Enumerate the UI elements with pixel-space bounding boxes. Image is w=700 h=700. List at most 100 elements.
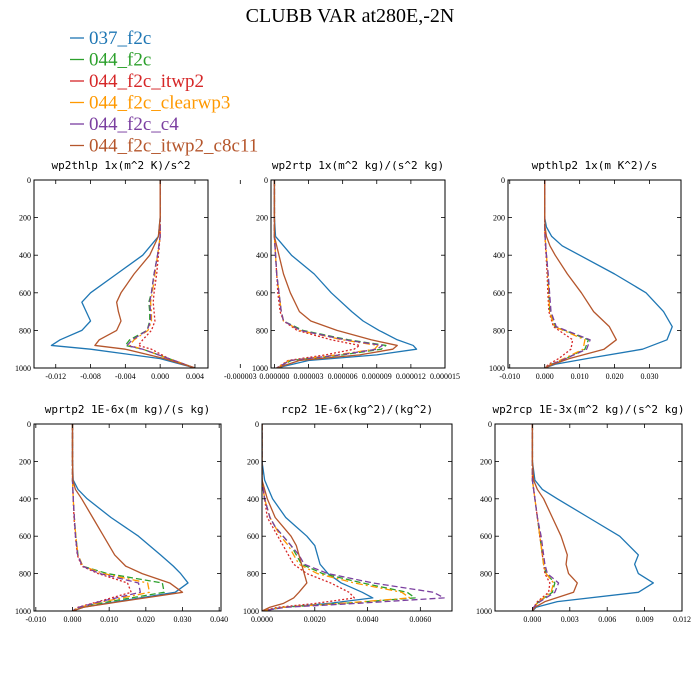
panels: wp2thlp 1x(m^2 K)/s^202004006008001000-0…	[15, 159, 691, 624]
series-line	[262, 424, 374, 611]
chart-panel: wp2thlp 1x(m^2 K)/s^2 0 200 400 600 800 1000 -0…	[15, 159, 209, 381]
y-tick-label: 800	[19, 570, 31, 579]
plot-frame	[33, 179, 209, 369]
series-line	[273, 180, 379, 368]
x-tick-label: 0.0000	[251, 615, 273, 624]
y-tick-label: 400	[493, 251, 505, 260]
series-line	[544, 180, 586, 368]
panel-title: wp2rtp 1x(m^2 kg)/(s^2 kg)	[272, 159, 444, 172]
legend-label: 044_f2c_c4	[89, 114, 179, 135]
series-line	[544, 180, 591, 368]
series-line	[544, 180, 590, 368]
y-tick-label: 800	[480, 570, 492, 579]
series-line	[50, 180, 196, 368]
x-tick-label: 0.000006	[328, 372, 358, 381]
series-line	[137, 180, 196, 368]
x-tick-label: -0.010	[25, 615, 46, 624]
panel-title: rcp2 1E-6x(kg^2)/(kg^2)	[281, 403, 433, 416]
y-tick-label: 0	[264, 176, 268, 185]
x-tick-label: 0.000003	[294, 372, 324, 381]
series-line	[531, 424, 551, 611]
x-tick-label: 0.003	[561, 615, 579, 624]
series-line	[71, 424, 132, 611]
x-tick-label: 0.0060	[409, 615, 431, 624]
legend-label: 044_f2c_itwp2_c8c11	[89, 136, 258, 157]
legend-label: 037_f2c	[89, 28, 151, 49]
y-tick-label: 1000	[476, 607, 492, 616]
x-tick-label: 0.000	[151, 372, 169, 381]
x-tick-label: -0.000003	[224, 372, 257, 381]
y-tick-label: 200	[480, 457, 492, 466]
chart-panel: wpthlp2 1x(m K^2)/s 0 200 400 600 800 1000-0.0…	[489, 159, 682, 381]
legend: 037_f2c044_f2c044_f2c_itwp2044_f2c_clear…	[70, 28, 258, 157]
series-line	[531, 424, 654, 611]
x-tick-label: 0.040	[210, 615, 228, 624]
x-tick-label: -0.012	[45, 372, 66, 381]
y-tick-label: 800	[256, 326, 268, 335]
x-tick-label: -0.004	[115, 372, 136, 381]
plot-frame	[33, 423, 222, 612]
y-tick-label: 200	[19, 214, 31, 223]
chart-title: CLUBB VAR at280E,-2N	[246, 5, 455, 27]
series-line	[262, 424, 411, 611]
series-line	[71, 424, 141, 611]
y-tick-label: 600	[256, 289, 268, 298]
panel-title: wpthlp2 1x(m K^2)/s	[532, 159, 658, 172]
series-line	[71, 424, 165, 611]
y-tick-label: 400	[19, 251, 31, 260]
x-tick-label: 0.004	[186, 372, 204, 381]
y-tick-label: 0	[255, 420, 259, 429]
series-line	[544, 180, 617, 368]
y-tick-label: 0	[27, 420, 31, 429]
y-tick-label: 0	[488, 420, 492, 429]
legend-label: 044_f2c_itwp2	[89, 71, 204, 92]
x-tick-label: 0.000	[64, 615, 82, 624]
x-tick-label: 0.009	[636, 615, 654, 624]
y-tick-label: 1000	[243, 607, 259, 616]
chart-panel: wp2rtp 1x(m^2 kg)/(s^2 kg) 0 200 400 600 800 1…	[224, 159, 460, 381]
x-tick-label: 0.000015	[430, 372, 460, 381]
y-tick-label: 400	[19, 495, 31, 504]
y-tick-label: 600	[19, 532, 31, 541]
y-tick-label: 200	[493, 214, 505, 223]
y-tick-label: 600	[480, 532, 492, 541]
y-tick-label: 400	[480, 495, 492, 504]
y-tick-label: 0	[501, 176, 505, 185]
y-tick-label: 1000	[15, 364, 31, 373]
x-tick-label: 0.010	[100, 615, 118, 624]
chart-panel: wp2rcp 1E-3x(m^2 kg)/(s^2 kg)0 200 400 600 8…	[476, 403, 691, 624]
x-tick-label: 0.000000	[259, 372, 289, 381]
plot-frame	[507, 179, 682, 369]
y-tick-label: 200	[19, 457, 31, 466]
x-tick-label: 0.006	[598, 615, 616, 624]
y-tick-label: 200	[256, 214, 268, 223]
x-tick-label: -0.010	[499, 372, 520, 381]
series-line	[273, 180, 384, 368]
y-tick-label: 400	[247, 495, 259, 504]
plot-frame	[270, 179, 446, 369]
panel-title: wp2rcp 1E-3x(m^2 kg)/(s^2 kg)	[492, 403, 684, 416]
x-tick-label: 0.030	[174, 615, 192, 624]
x-tick-label: 0.030	[641, 372, 659, 381]
x-tick-label: 0.000	[536, 372, 554, 381]
y-tick-label: 800	[493, 326, 505, 335]
x-tick-label: 0.012	[673, 615, 691, 624]
plot-frame	[494, 423, 683, 612]
x-tick-label: 0.0020	[304, 615, 326, 624]
chart-panel: wprtp2 1E-6x(m kg)/(s kg) 0 200 400 600 800 10…	[15, 403, 228, 624]
series-line	[262, 424, 308, 611]
series-line	[126, 180, 196, 368]
y-tick-label: 800	[19, 326, 31, 335]
panel-title: wp2thlp 1x(m^2 K)/s^2	[51, 159, 190, 172]
series-line	[544, 180, 574, 368]
series-line	[544, 180, 673, 368]
series-line	[94, 180, 196, 368]
y-tick-label: 1000	[15, 607, 31, 616]
x-tick-label: 0.020	[606, 372, 624, 381]
y-tick-label: 0	[27, 176, 31, 185]
x-tick-label: 0.0040	[357, 615, 379, 624]
series-line	[531, 424, 578, 611]
y-tick-label: 600	[493, 289, 505, 298]
y-tick-label: 400	[256, 251, 268, 260]
